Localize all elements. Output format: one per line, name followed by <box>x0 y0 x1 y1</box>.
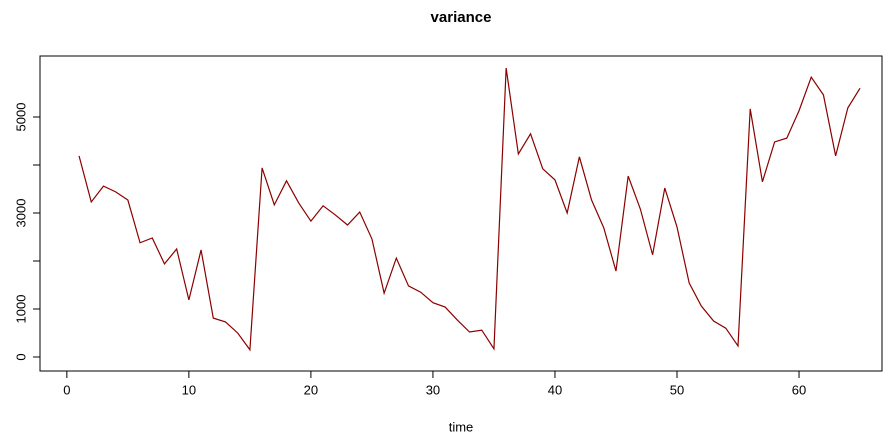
x-tick-label: 30 <box>426 382 440 397</box>
line <box>78 67 861 352</box>
x-tick-label: 10 <box>182 382 196 397</box>
plot-box <box>39 55 883 372</box>
y-tick-label: 5000 <box>13 103 28 132</box>
x-tick-label: 40 <box>548 382 562 397</box>
chart-title: variance <box>431 9 492 26</box>
y-tick-label: 1000 <box>13 295 28 324</box>
y-tick-label: 0 <box>13 353 28 360</box>
x-tick-label: 0 <box>63 382 70 397</box>
x-tick-label: 50 <box>670 382 684 397</box>
x-axis-label: time <box>449 419 474 434</box>
x-tick-label: 60 <box>792 382 806 397</box>
y-tick-label: 3000 <box>13 199 28 228</box>
x-tick-label: 20 <box>304 382 318 397</box>
